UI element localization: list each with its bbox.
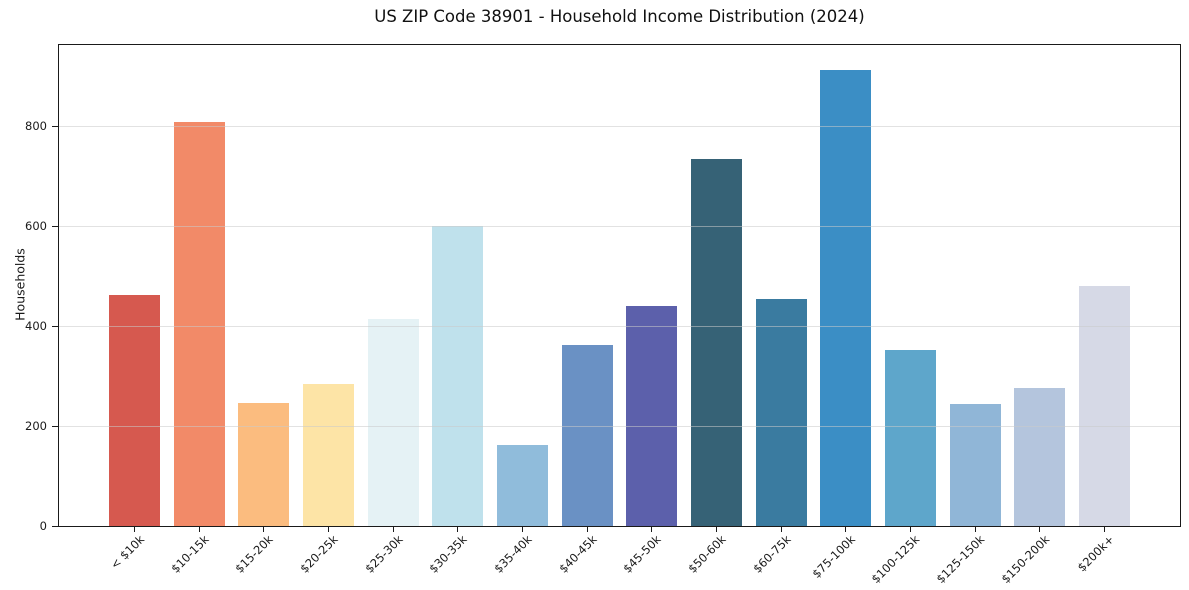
x-tick-label: $25-30k <box>361 532 406 576</box>
plot-area <box>58 44 1181 527</box>
bar <box>626 306 678 526</box>
x-tick-mark <box>586 527 588 532</box>
x-tick-label: $75-100k <box>809 532 859 581</box>
x-tick-mark <box>716 527 717 532</box>
x-tick-label: $35-40k <box>491 532 535 576</box>
x-tick-mark <box>845 527 847 532</box>
x-tick-label: $100-125k <box>868 532 923 587</box>
x-tick-label: $125-150k <box>933 532 988 587</box>
x-tick-label: $40-45k <box>555 532 600 576</box>
bar <box>949 404 1001 526</box>
bar <box>691 159 742 526</box>
y-axis-label: Households <box>12 248 28 321</box>
gridline <box>59 225 1180 227</box>
x-tick-mark <box>457 527 459 532</box>
x-tick-mark <box>263 527 265 532</box>
y-tick-label: 800 <box>25 118 47 133</box>
x-tick-mark <box>1039 527 1041 532</box>
y-tick-label: 400 <box>25 318 47 333</box>
y-tick-label: 200 <box>25 418 47 433</box>
gridline <box>59 125 1180 127</box>
x-tick-mark <box>328 527 329 532</box>
bar <box>432 226 484 526</box>
bar <box>367 318 419 526</box>
y-tick-label: 600 <box>25 218 47 233</box>
x-tick-mark <box>522 527 523 532</box>
bar <box>497 445 548 526</box>
x-tick-label: $45-50k <box>620 532 665 576</box>
x-tick-label: $20-25k <box>297 532 341 576</box>
x-tick-label: $60-75k <box>749 532 794 576</box>
x-tick-mark <box>910 527 911 532</box>
x-tick-label: $15-20k <box>232 532 277 576</box>
bar <box>303 383 354 526</box>
y-tick-mark <box>52 425 58 427</box>
bar <box>1079 286 1130 526</box>
bar <box>173 122 225 526</box>
bar <box>755 298 807 526</box>
bar <box>885 349 936 526</box>
x-tick-label: $30-35k <box>426 532 471 576</box>
bar <box>109 295 160 526</box>
x-tick-mark <box>780 527 782 532</box>
y-tick-mark <box>52 225 58 227</box>
x-tick-mark <box>651 527 653 532</box>
chart-title: US ZIP Code 38901 - Household Income Dis… <box>374 7 865 26</box>
x-tick-mark <box>198 527 200 532</box>
x-tick-label: < $10k <box>107 532 147 572</box>
y-tick-label: 0 <box>39 518 47 533</box>
x-tick-mark <box>974 527 976 532</box>
y-tick-mark <box>52 125 58 127</box>
bar <box>561 345 613 526</box>
gridline <box>59 325 1180 327</box>
bar <box>820 69 872 526</box>
y-tick-mark <box>52 525 58 527</box>
bar <box>238 403 290 526</box>
x-tick-label: $10-15k <box>167 532 212 576</box>
x-tick-label: $200k+ <box>1074 532 1117 575</box>
gridline <box>59 425 1180 427</box>
x-tick-label: $150-200k <box>998 532 1053 587</box>
x-tick-mark <box>392 527 394 532</box>
x-tick-mark <box>1104 527 1105 532</box>
bar <box>1014 387 1066 526</box>
x-tick-mark <box>134 527 135 532</box>
y-tick-mark <box>52 325 58 327</box>
x-tick-label: $50-60k <box>685 532 729 576</box>
